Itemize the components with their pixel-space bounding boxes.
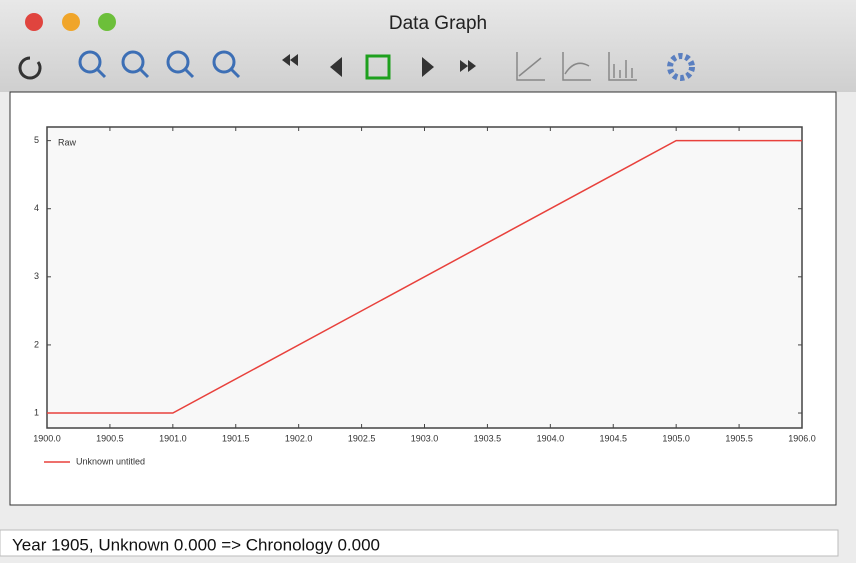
x-tick-label: 1902.5 xyxy=(348,433,376,443)
settings-button[interactable] xyxy=(667,53,695,81)
first-button[interactable] xyxy=(282,54,298,66)
status-bar xyxy=(0,529,839,557)
prev-button[interactable] xyxy=(330,57,342,77)
zoom-out-button[interactable] xyxy=(121,50,150,79)
x-tick-label: 1903.5 xyxy=(474,433,502,443)
x-tick-label: 1903.0 xyxy=(411,433,439,443)
x-tick-label: 1900.0 xyxy=(33,433,61,443)
annotation: Raw xyxy=(58,137,77,147)
title-toolbar-bg xyxy=(0,0,856,92)
x-tick-label: 1906.0 xyxy=(788,433,816,443)
bar-chart-button[interactable] xyxy=(608,52,637,81)
data-line xyxy=(47,139,802,414)
x-tick-label: 1900.5 xyxy=(96,433,124,443)
minimize-button[interactable] xyxy=(62,13,80,31)
zoom-actual-button[interactable] xyxy=(212,50,241,79)
zoom-in-button[interactable] xyxy=(78,50,107,79)
x-tick-label: 1904.5 xyxy=(599,433,627,443)
window-title: Data Graph xyxy=(389,13,487,34)
y-tick-label: 4 xyxy=(34,203,39,213)
y-tick-label: 1 xyxy=(34,407,39,417)
legend-label: Unknown untitled xyxy=(76,456,145,466)
close-button[interactable] xyxy=(25,13,43,31)
x-tick-label: 1902.0 xyxy=(285,433,313,443)
zoom-button[interactable] xyxy=(98,13,116,31)
reset-button[interactable] xyxy=(18,56,42,80)
zoom-fit-button[interactable] xyxy=(166,50,195,79)
status-text: Year 1905, Unknown 0.000 => Chronology 0… xyxy=(12,535,380,554)
y-tick-label: 3 xyxy=(34,271,39,281)
stop-button[interactable] xyxy=(365,54,391,80)
line-chart-button[interactable] xyxy=(516,52,545,81)
last-button[interactable] xyxy=(460,60,476,72)
x-tick-label: 1904.0 xyxy=(537,433,565,443)
x-tick-label: 1905.5 xyxy=(725,433,753,443)
toolbar xyxy=(18,50,695,81)
next-button[interactable] xyxy=(422,57,434,77)
x-tick-label: 1901.5 xyxy=(222,433,250,443)
x-tick-label: 1901.0 xyxy=(159,433,187,443)
smooth-chart-button[interactable] xyxy=(562,52,591,81)
y-tick-label: 5 xyxy=(34,135,39,145)
x-tick-label: 1905.0 xyxy=(662,433,690,443)
y-tick-label: 2 xyxy=(34,339,39,349)
